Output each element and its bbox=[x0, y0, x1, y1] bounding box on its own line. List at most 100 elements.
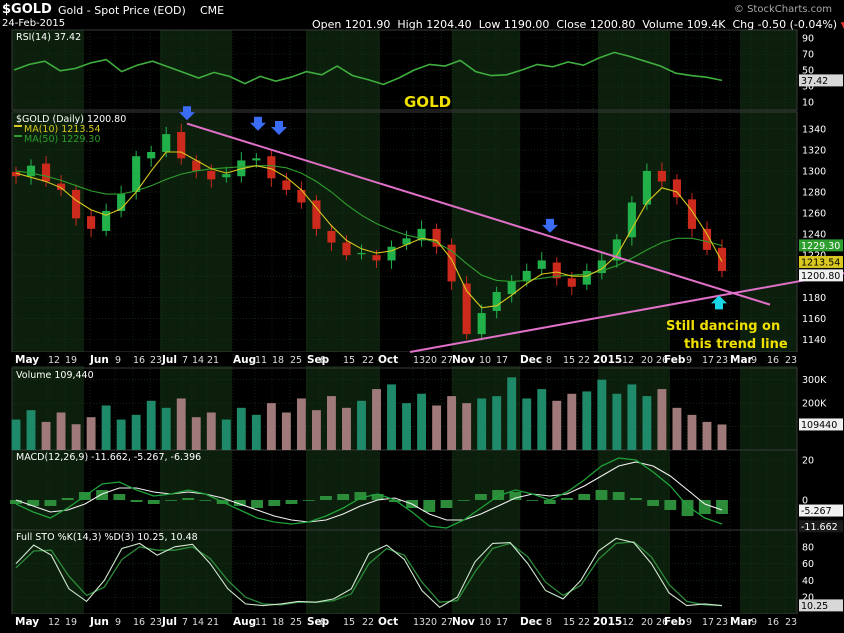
trendline-1 bbox=[409, 272, 844, 353]
volume-bar bbox=[657, 389, 667, 450]
time-tick-label: 9 bbox=[115, 617, 121, 628]
candle-body bbox=[687, 199, 697, 229]
volume-bar bbox=[372, 389, 381, 450]
price-tick-label: 1280 bbox=[802, 188, 826, 199]
volume-bar bbox=[462, 403, 472, 450]
candle-body bbox=[522, 270, 531, 282]
time-tick-label: Jun bbox=[89, 616, 109, 628]
macd-histogram-bar bbox=[526, 500, 539, 501]
time-tick-label: 15 bbox=[343, 617, 355, 628]
volume-bar bbox=[116, 419, 126, 450]
time-tick-label: 16 bbox=[133, 617, 145, 628]
macd-histogram-bar bbox=[388, 500, 401, 502]
candle-body bbox=[477, 313, 486, 335]
candle-body bbox=[312, 200, 321, 229]
volume-bar bbox=[432, 405, 442, 450]
macd-histogram-bar bbox=[268, 500, 281, 506]
time-tick-label: 9 bbox=[751, 617, 757, 628]
macd-histogram-bar bbox=[561, 498, 573, 500]
price-tick-label: 1340 bbox=[802, 124, 826, 135]
low-value: 1190.00 bbox=[503, 18, 550, 31]
macd-histogram-bar bbox=[233, 500, 246, 506]
price-tag-2-tag-bg bbox=[799, 269, 843, 282]
macd-histogram-bar bbox=[716, 500, 728, 514]
macd-histogram-bar bbox=[320, 496, 332, 500]
time-tick-label: 23 bbox=[150, 617, 162, 628]
time-tick-label: 25 bbox=[290, 617, 302, 628]
macd-histogram-bar bbox=[698, 500, 711, 514]
macd-histogram-bar bbox=[543, 500, 556, 504]
candle-body bbox=[41, 163, 51, 182]
ma50-legend-label: MA(50) 1229.30 bbox=[24, 134, 101, 145]
volume-bar bbox=[176, 398, 186, 450]
volume-bar bbox=[86, 417, 96, 450]
time-tick-label: 16 bbox=[133, 355, 145, 366]
time-tick-label: Nov bbox=[452, 354, 475, 366]
ma10-legend-label: MA(10) 1213.54 bbox=[24, 124, 101, 135]
volume-bar bbox=[296, 398, 306, 450]
time-tick-label: 8 bbox=[320, 355, 326, 366]
time-tick-label: 9 bbox=[751, 355, 757, 366]
rsi-title: RSI(14) 37.42 bbox=[16, 32, 81, 43]
time-tick-label: 9 bbox=[115, 355, 121, 366]
macd-histogram-bar bbox=[182, 498, 195, 500]
volume-last-tag: 109440 bbox=[801, 420, 837, 431]
symbol-description: Gold - Spot Price (EOD) bbox=[58, 4, 186, 17]
price-tick-label: 1300 bbox=[802, 166, 826, 177]
macd-histogram-bar bbox=[113, 494, 126, 500]
rsi-tick-label: 90 bbox=[802, 34, 814, 45]
trendline-0 bbox=[186, 122, 771, 306]
volume-bar bbox=[477, 398, 487, 450]
high-label: High bbox=[397, 18, 423, 31]
month-band-4 bbox=[598, 30, 670, 614]
time-tick-label: 27 bbox=[441, 617, 453, 628]
open-value: 1201.90 bbox=[344, 18, 391, 31]
low-label: Low bbox=[478, 18, 501, 31]
time-tick-label: Dec bbox=[520, 616, 542, 628]
time-tick-label: Mar bbox=[730, 616, 754, 628]
time-tick-label: 17 bbox=[702, 617, 714, 628]
time-tick-label: 16 bbox=[767, 355, 779, 366]
close-value: 1200.80 bbox=[589, 18, 636, 31]
sto-k-line bbox=[15, 537, 723, 608]
volume-bar bbox=[642, 396, 652, 450]
ma10-legend-swatch bbox=[14, 125, 22, 127]
close-label: Close bbox=[556, 18, 587, 31]
macd-histogram-bar bbox=[595, 490, 608, 500]
price-tag-0-tag: 1229.30 bbox=[801, 241, 840, 252]
rsi-last-tag-bg bbox=[799, 74, 843, 87]
time-tick-label: 2015 bbox=[593, 354, 622, 366]
macd-tag-1-tag-bg bbox=[799, 520, 843, 533]
time-tick-label: 22 bbox=[362, 355, 374, 366]
macd-histogram-bar bbox=[147, 500, 160, 504]
candle-body bbox=[567, 278, 576, 287]
macd-histogram-bar bbox=[440, 500, 453, 508]
time-tick-label: Feb bbox=[664, 354, 686, 366]
candle-body bbox=[26, 165, 36, 177]
candle-body bbox=[627, 202, 636, 238]
price-tick-label: 1320 bbox=[802, 145, 826, 156]
candle-body bbox=[447, 244, 456, 282]
candle-body bbox=[327, 230, 336, 243]
time-tick-label: 9 bbox=[686, 617, 692, 628]
time-tick-label: 13 bbox=[413, 355, 425, 366]
candle-body bbox=[72, 189, 81, 219]
time-tick-label: 17 bbox=[496, 355, 508, 366]
time-tick-label: Aug bbox=[233, 354, 256, 366]
candle-body bbox=[342, 242, 351, 256]
time-tick-label: 23 bbox=[716, 355, 728, 366]
candle-body bbox=[657, 170, 666, 182]
macd-histogram-bar bbox=[130, 500, 143, 502]
time-tick-label: 12 bbox=[622, 617, 634, 628]
time-axis-bg-1 bbox=[12, 614, 797, 628]
rsi-tick-label: 50 bbox=[802, 66, 814, 77]
time-tick-label: Dec bbox=[520, 354, 542, 366]
macd-histogram-bar bbox=[457, 500, 470, 501]
price-tick-label: 1180 bbox=[802, 293, 826, 304]
volume-bar bbox=[71, 424, 81, 450]
macd-histogram-bar bbox=[199, 500, 212, 501]
time-axis-bg-0 bbox=[12, 352, 797, 366]
candle-body bbox=[267, 156, 276, 179]
time-tick-label: 12 bbox=[48, 355, 60, 366]
